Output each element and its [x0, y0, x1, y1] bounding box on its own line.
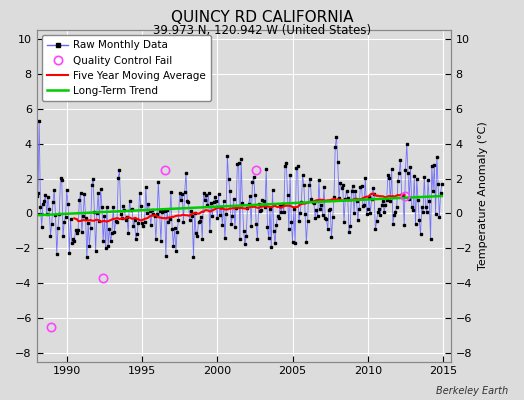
Y-axis label: Temperature Anomaly (°C): Temperature Anomaly (°C) — [477, 122, 487, 270]
Legend: Raw Monthly Data, Quality Control Fail, Five Year Moving Average, Long-Term Tren: Raw Monthly Data, Quality Control Fail, … — [42, 35, 211, 101]
Text: Berkeley Earth: Berkeley Earth — [436, 386, 508, 396]
Text: QUINCY RD CALIFORNIA: QUINCY RD CALIFORNIA — [171, 10, 353, 25]
Text: 39.973 N, 120.942 W (United States): 39.973 N, 120.942 W (United States) — [153, 24, 371, 37]
